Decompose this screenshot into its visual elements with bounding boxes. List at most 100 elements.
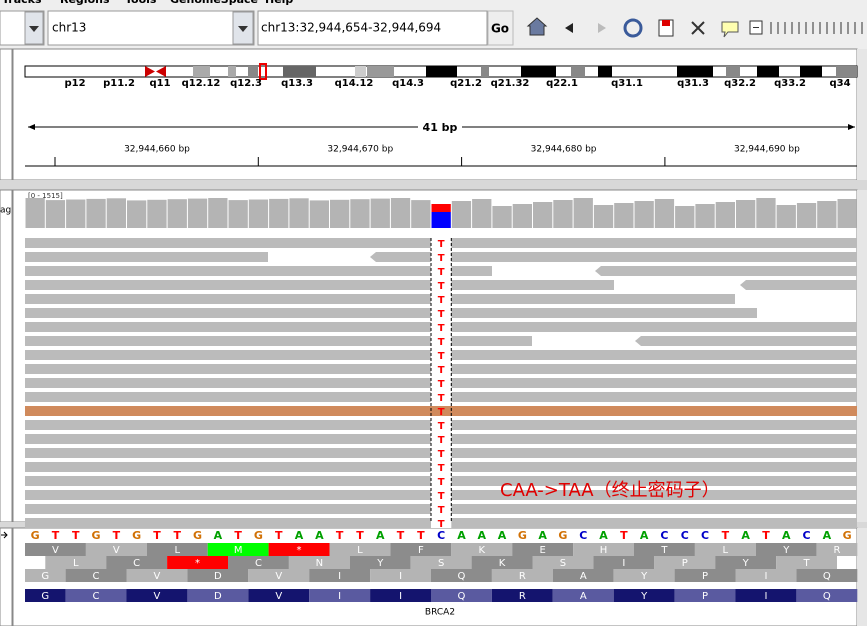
chromosome-box[interactable] [47,10,255,46]
codon [471,556,533,569]
codon [816,543,858,556]
span-label-bg [418,120,462,134]
coverage-bar [634,201,654,228]
base: A [640,529,649,542]
dropdown-arrow [29,26,39,32]
amino-acid: I [399,591,402,602]
mismatch-base: T [438,505,445,516]
mismatch-cell [431,476,452,486]
base: A [498,529,507,542]
codon [309,569,371,582]
amino-acid: V [52,545,59,556]
mismatch-cell [431,280,452,290]
codon [431,589,492,602]
amino-acid: V [275,591,282,602]
mismatch-cell [431,462,452,472]
dropdown-arrow [238,26,248,32]
amino-acid: D [214,571,222,582]
mismatch-cell [431,350,452,360]
coverage-bar [289,198,309,228]
mismatch-cell [431,378,452,388]
coverage-bar [654,199,675,228]
coverage-bar [573,198,593,228]
scrollbar[interactable] [857,49,867,180]
coverage-bar [167,199,187,228]
read [25,252,268,262]
menu-item[interactable]: GenomeSpace [170,0,258,6]
cytoband [571,66,585,77]
amino-acid: P [682,558,688,569]
codon [491,569,553,582]
coverage-bar [147,199,167,228]
coverage-bar [350,199,370,228]
amino-acid: I [764,571,767,582]
codon [329,543,391,556]
codon [207,543,269,556]
cytoband [426,66,457,77]
home-icon[interactable] [526,17,548,36]
band-label: q14.3 [392,78,424,89]
menu-item[interactable]: Regions [60,0,110,6]
amino-acid: I [764,591,767,602]
ruler-label: 32,944,660 bp [124,145,190,155]
codon [187,589,249,602]
amino-acid: Y [742,558,750,569]
band-label: q14.12 [335,78,374,89]
codon [674,569,736,582]
region-icon-mark [662,20,670,26]
base: A [315,529,324,542]
menu-item[interactable]: Tools [125,0,157,6]
codon [796,569,858,582]
refresh-icon[interactable] [623,18,643,38]
popup-icon[interactable] [721,21,739,38]
locus-input[interactable] [257,10,488,46]
base: C [660,529,668,542]
mismatch-cell [431,238,452,248]
read [635,336,857,346]
name-panel [0,48,13,181]
scrollbar[interactable] [857,528,867,626]
coverage-bar [127,200,147,228]
base: A [376,529,385,542]
amino-acid: I [622,558,625,569]
band-label: p11.2 [103,78,135,89]
menu-item[interactable]: Help [265,0,293,6]
read [25,406,857,416]
mismatch-base: T [438,519,445,530]
amino-acid: K [478,545,485,556]
codon [248,569,310,582]
coverage-bar [533,202,553,228]
amino-acid: C [133,558,140,569]
zoom-slider[interactable] [770,22,863,34]
mismatch-base: T [438,421,445,432]
cytoband [757,66,779,77]
codon [512,543,574,556]
amino-acid: N [316,558,323,569]
amino-acid: P [702,591,708,602]
scrollbar[interactable] [857,190,867,522]
forward-icon[interactable] [598,23,606,33]
mismatch-base: T [438,365,445,376]
menu-item[interactable]: Tracks [2,0,42,6]
codon [65,569,127,582]
coverage-bar [208,198,228,228]
mismatch-base: T [438,449,445,460]
base: T [275,529,283,542]
amino-acid: G [41,591,49,602]
codon [776,556,837,569]
amino-acid: P [702,571,708,582]
mismatch-cell [431,504,452,514]
coverage-bar [66,199,86,228]
go-button[interactable] [487,10,514,46]
base: G [193,529,202,542]
resize-icon[interactable] [691,21,705,35]
codon [268,543,330,556]
coverage-bar [715,202,735,228]
base: T [153,529,161,542]
band-label: q33.2 [774,78,806,89]
codon [735,569,797,582]
coverage-bar [370,198,390,228]
coverage-bar [451,201,472,228]
back-icon[interactable] [565,23,573,33]
amino-acid: A [580,571,587,582]
